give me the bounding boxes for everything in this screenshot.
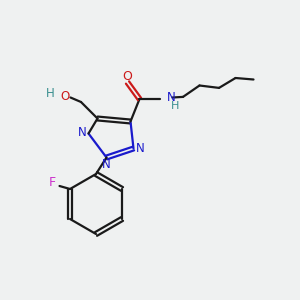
Text: O: O [61,90,70,104]
Text: O: O [122,70,132,83]
Text: N: N [167,91,175,104]
Text: H: H [46,87,55,101]
Text: N: N [77,126,86,140]
Text: N: N [101,158,110,172]
Text: F: F [49,176,56,190]
Text: H: H [171,100,180,111]
Text: N: N [136,142,145,155]
